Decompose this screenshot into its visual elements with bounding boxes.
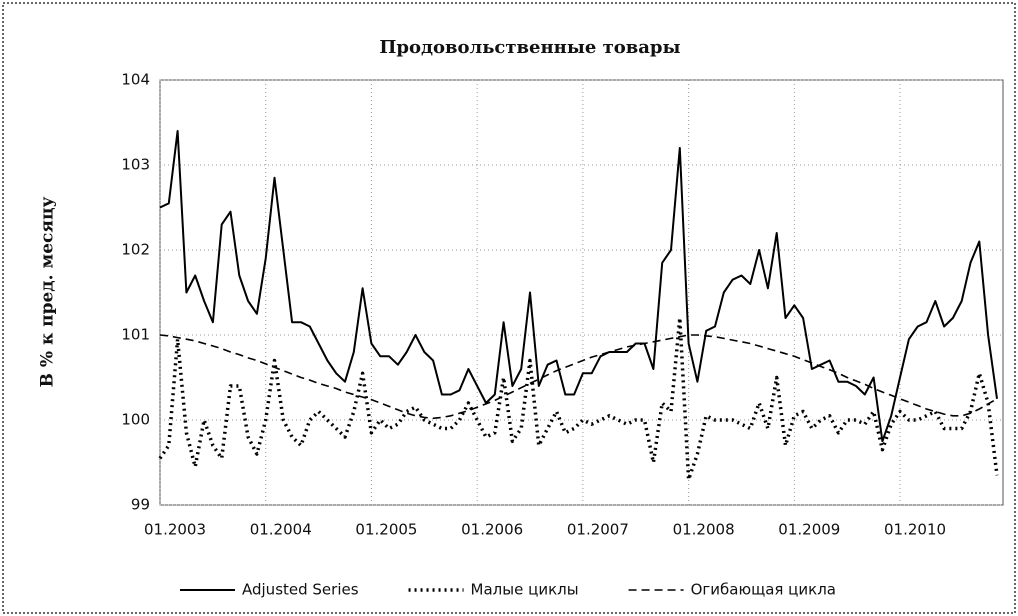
x-tick-label: 01.2004 (250, 521, 312, 539)
y-tick-label: 103 (121, 156, 150, 174)
y-tick-label: 104 (121, 71, 150, 89)
chart-title: Продовольственные товары (379, 37, 680, 58)
series-line (159, 334, 998, 420)
series-line (158, 316, 999, 482)
y-axis-label: В % к пред. месяцу (38, 196, 58, 387)
x-tick-label: 01.2009 (778, 521, 840, 539)
y-tick-label: 102 (121, 241, 150, 259)
y-tick-label: 99 (131, 496, 150, 514)
series-line (159, 130, 998, 443)
x-tick-label: 01.2008 (673, 521, 735, 539)
legend-label: Малые циклы (471, 581, 579, 599)
x-tick-label: 01.2010 (884, 521, 946, 539)
legend-label: Adjusted Series (242, 581, 359, 599)
y-tick-label: 101 (121, 326, 150, 344)
x-tick-label: 01.2006 (461, 521, 523, 539)
x-tick-label: 01.2003 (144, 521, 206, 539)
x-tick-label: 01.2007 (567, 521, 629, 539)
legend-label: Огибающая цикла (691, 581, 836, 599)
y-tick-label: 100 (121, 411, 150, 429)
x-tick-label: 01.2005 (355, 521, 417, 539)
